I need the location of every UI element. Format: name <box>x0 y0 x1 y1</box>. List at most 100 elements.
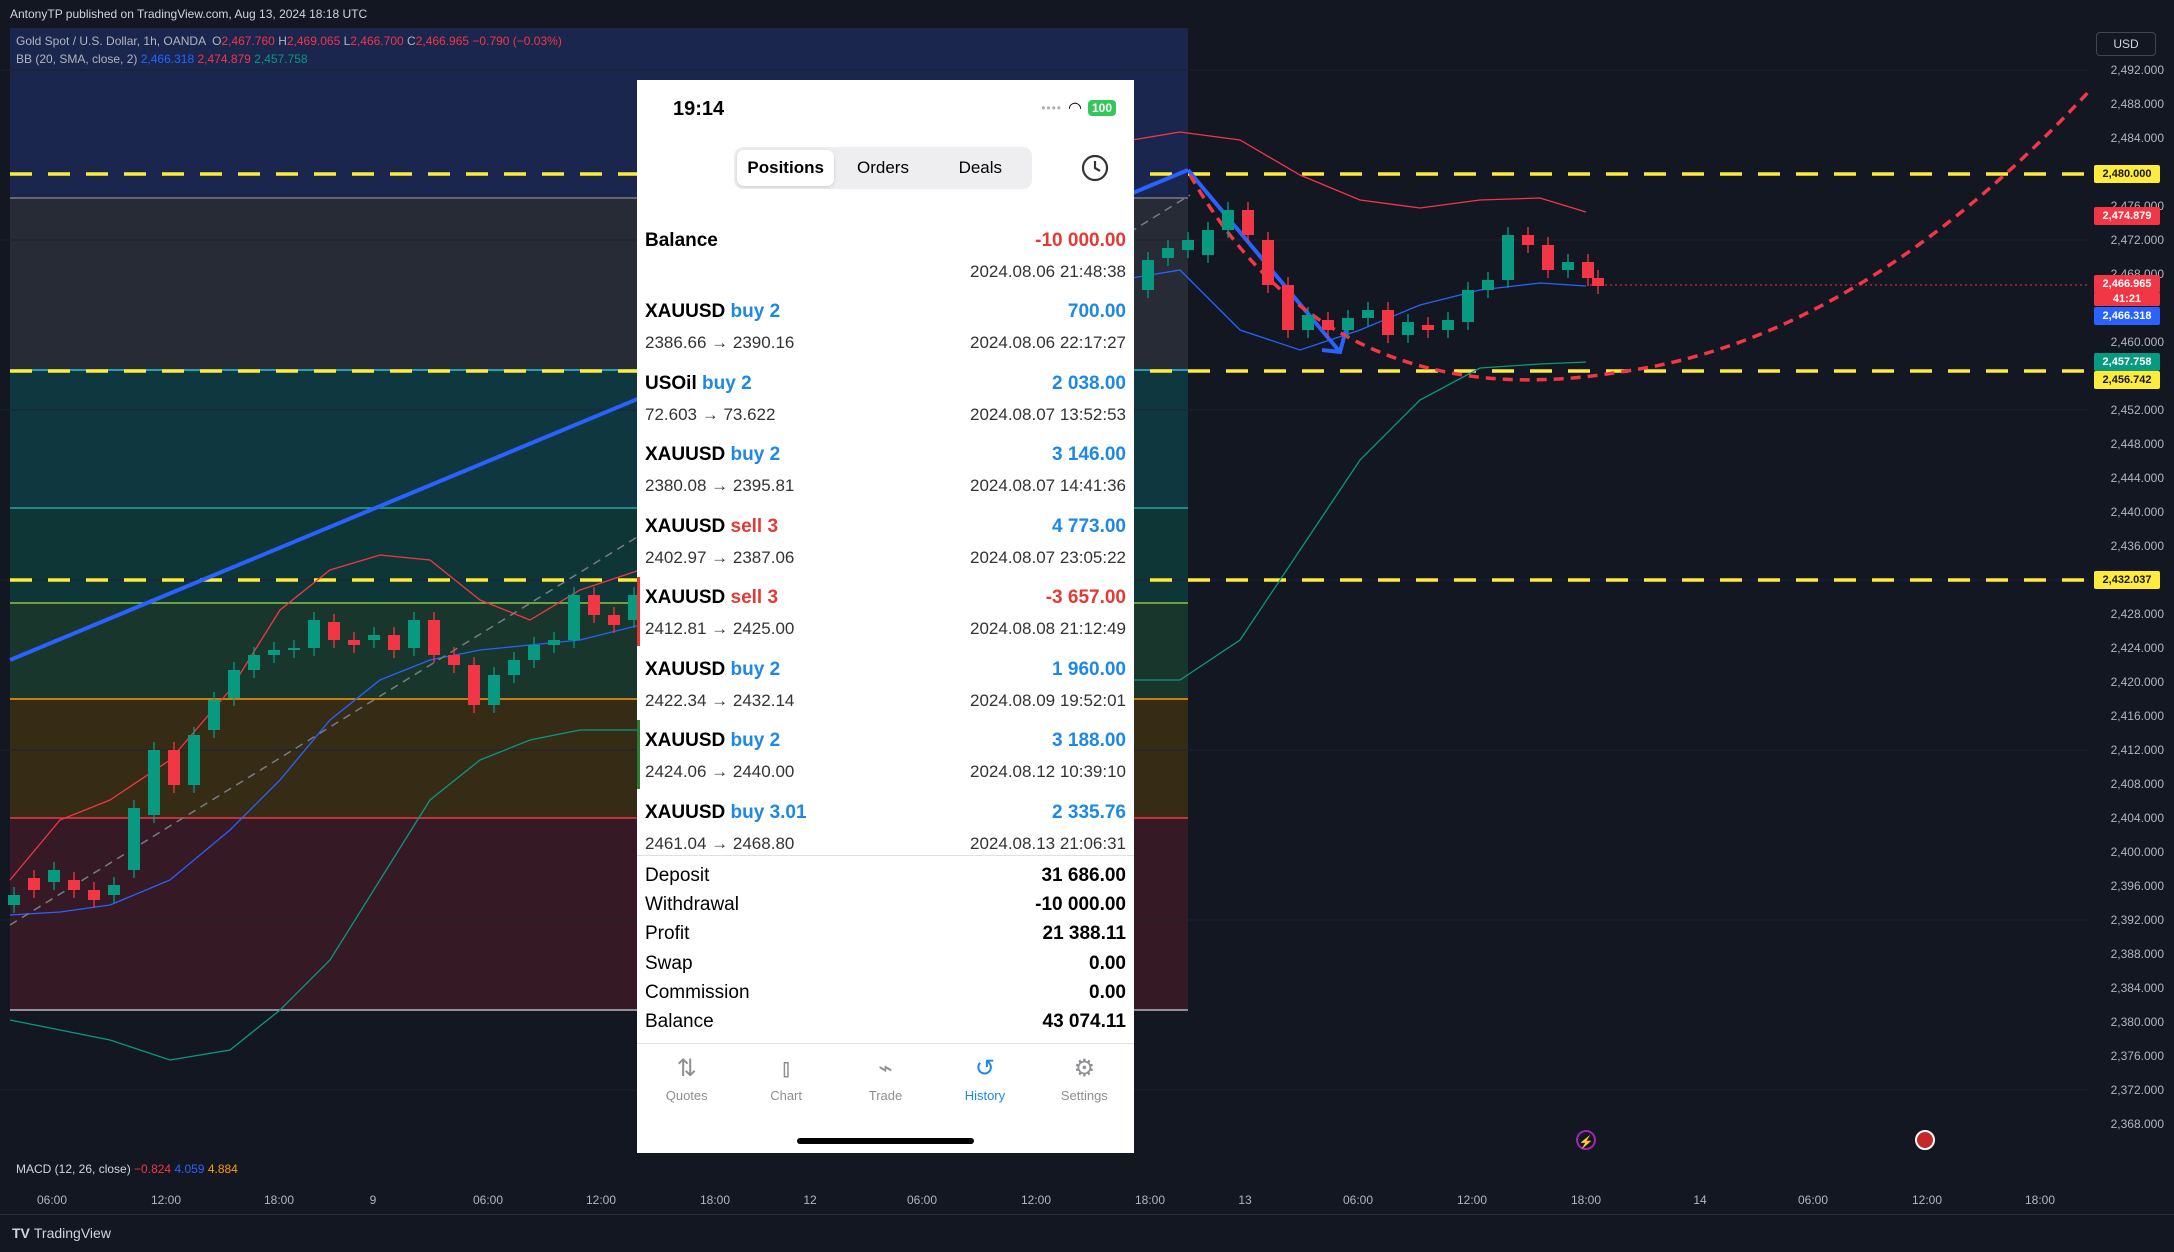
summary-label: Commission <box>645 981 750 1003</box>
tab-deals[interactable]: Deals <box>958 158 1003 177</box>
tab-trade[interactable]: ⌁ Trade <box>836 1044 935 1114</box>
summary-divider <box>637 855 1134 856</box>
publish-header: AntonyTP published on TradingView.com, A… <box>0 0 2174 28</box>
deal-profit: 3 188.00 <box>1052 730 1126 751</box>
symbol-legend[interactable]: Gold Spot / U.S. Dollar, 1h, OANDA O2,46… <box>16 34 562 48</box>
deal-date: 2024.08.07 14:41:36 <box>970 476 1126 495</box>
macd-legend[interactable]: MACD (12, 26, close) −0.824 4.059 4.884 <box>16 1162 238 1176</box>
candle-body <box>1262 240 1274 285</box>
time-tick: 12:00 <box>1456 1193 1488 1207</box>
deal-prices: 2380.08 → 2395.81 <box>645 476 795 495</box>
candle-body <box>1302 315 1314 330</box>
candle-body <box>488 675 500 705</box>
countdown-tag: 41:21 <box>2094 292 2160 306</box>
deal-row[interactable]: USOil buy 2 72.603 → 73.622 2 038.00 2024.0… <box>637 363 1134 434</box>
candle-body <box>468 665 480 705</box>
candle-body <box>588 595 600 615</box>
time-tick: 18:00 <box>699 1193 731 1207</box>
candle-body <box>128 808 140 870</box>
summary-value: 43 074.11 <box>1042 1011 1126 1032</box>
time-tick: 18:00 <box>2024 1193 2056 1207</box>
tab-chart[interactable]: ⫾ Chart <box>736 1044 835 1114</box>
candle-body <box>1542 245 1554 270</box>
price-tick: 2,400.000 <box>2110 845 2164 859</box>
deal-symbol: USOil buy 2 <box>645 372 752 394</box>
time-tick: 14 <box>1693 1193 1707 1207</box>
clock-icon[interactable] <box>1080 153 1110 183</box>
time-tick: 06:00 <box>906 1193 938 1207</box>
candle-body <box>1142 260 1154 290</box>
price-tick: 2,372.000 <box>2110 1083 2164 1097</box>
candle-body <box>248 655 260 670</box>
deal-symbol: XAUUSD buy 2 <box>645 444 781 465</box>
tab-history[interactable]: ↺ History <box>935 1044 1034 1114</box>
time-axis[interactable]: 06:00 12:00 18:00 9 06:00 12:00 18:00 12 06:00 12… <box>0 1188 2089 1214</box>
candle-body <box>1182 240 1194 250</box>
deal-prices: 2386.66 → 2390.16 <box>645 333 795 352</box>
candle-body <box>608 615 620 625</box>
deal-date: 2024.08.12 10:39:10 <box>970 762 1126 781</box>
deal-row[interactable]: XAUUSD buy 3.01 2461.04 → 2468.80 2 335.76… <box>637 792 1134 863</box>
symbol-title: Gold Spot / U.S. Dollar, 1h, OANDA <box>16 34 206 48</box>
candle-body <box>368 635 380 640</box>
tradingview-logo[interactable]: TV TradingView <box>12 1225 111 1241</box>
candle-body <box>1442 320 1454 330</box>
candle-body <box>1342 318 1354 330</box>
candle-body <box>1502 235 1514 280</box>
balance-label: Balance <box>645 230 718 251</box>
deal-prices: 2412.81 → 2425.00 <box>645 619 795 638</box>
candle-body <box>528 645 540 660</box>
tab-positions[interactable]: Positions <box>737 150 835 186</box>
candle-body <box>1422 325 1434 330</box>
settings-icon: ⚙ <box>1073 1055 1096 1082</box>
deal-date: 2024.08.07 13:52:53 <box>970 404 1126 424</box>
price-tick: 2,452.000 <box>2110 403 2164 417</box>
deal-action: buy 2 <box>730 301 781 322</box>
deal-symbol: XAUUSD sell 3 <box>645 515 779 537</box>
currency-button[interactable]: USD <box>2096 32 2156 56</box>
candle-body <box>348 640 360 645</box>
balance-date: 2024.08.06 21:48:38 <box>970 262 1126 281</box>
deal-date: 2024.08.08 21:12:49 <box>970 619 1126 638</box>
deal-date: 2024.08.07 23:05:22 <box>970 547 1126 567</box>
deal-date: 2024.08.06 22:17:27 <box>970 333 1126 352</box>
bb-legend[interactable]: BB (20, SMA, close, 2) 2,466.318 2,474.8… <box>16 52 308 66</box>
price-tick: 2,428.000 <box>2110 607 2164 621</box>
deal-symbol: XAUUSD buy 2 <box>645 301 781 322</box>
deal-row[interactable]: XAUUSD buy 2 2424.06 → 2440.00 3 188.00 202… <box>637 720 1134 791</box>
us-flag-icon[interactable] <box>1915 1130 1935 1150</box>
deal-row[interactable]: XAUUSD buy 2 2422.34 → 2432.14 1 960.00 202… <box>637 649 1134 720</box>
time-tick: 18:00 <box>1134 1193 1166 1207</box>
time-tick: 12:00 <box>1911 1193 1943 1207</box>
candle-body <box>308 620 320 648</box>
candle-body <box>1202 230 1214 255</box>
footer-bar: TV TradingView <box>0 1214 2174 1252</box>
summary-value: -10 000.00 <box>1035 894 1126 916</box>
candle-body <box>448 655 460 665</box>
price-tick: 2,492.000 <box>2110 63 2164 77</box>
last-price-tag: 2,466.965 <box>2094 275 2160 293</box>
mt5-history-screen: 19:14 •••• ◠ 100 Positions Orders Deals … <box>637 80 1134 1153</box>
deal-row[interactable]: XAUUSD buy 2 2380.08 → 2395.81 3 146.00 202… <box>637 434 1134 505</box>
time-tick: 06:00 <box>1342 1193 1374 1207</box>
deal-row[interactable]: XAUUSD sell 3 2412.81 → 2425.00 -3 657.00 2… <box>637 577 1134 648</box>
price-tick: 2,408.000 <box>2110 777 2164 791</box>
candle-body <box>328 622 340 640</box>
deal-prices: 2461.04 → 2468.80 <box>645 833 795 853</box>
price-axis[interactable]: 2,492.000 2,488.000 2,484.000 2,476.000 2,47… <box>2089 28 2174 1168</box>
tab-quotes[interactable]: ⇅ Quotes <box>637 1044 736 1114</box>
candle-body <box>188 735 200 785</box>
quotes-icon: ⇅ <box>676 1055 697 1082</box>
candle-body <box>1162 248 1174 258</box>
flash-event-icon[interactable]: ⚡ <box>1576 1130 1596 1150</box>
history-icon: ↺ <box>974 1055 995 1082</box>
deal-action: buy 2 <box>730 658 781 680</box>
candle-body <box>148 750 160 815</box>
deal-row[interactable]: XAUUSD sell 3 2402.97 → 2387.06 4 773.00 20… <box>637 506 1134 577</box>
balance-row[interactable]: Balance -10 000.00 2024.08.06 21:48:38 <box>637 220 1134 291</box>
deal-action: buy 2 <box>702 372 752 394</box>
deal-row[interactable]: XAUUSD buy 2 2386.66 → 2390.16 700.00 2024.… <box>637 291 1134 362</box>
price-tick: 2,380.000 <box>2110 1015 2164 1029</box>
tab-settings[interactable]: ⚙ Settings <box>1035 1044 1134 1114</box>
tab-orders[interactable]: Orders <box>857 158 909 177</box>
